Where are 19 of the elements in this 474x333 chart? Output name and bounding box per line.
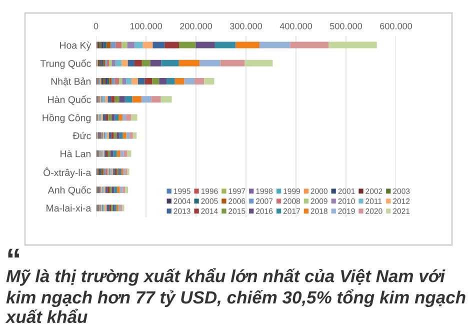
x-tick-label: 600.000 [380,22,412,30]
x-tick-label: 0 [94,22,98,30]
y-tick-label: Nhật Bản [51,78,91,86]
text: “ [8,248,20,258]
x-tick-label: 300.000 [230,22,262,30]
y-tick-label: Ma-lai-xi-a [46,204,92,212]
y-tick-label: Ô-xtrây-li-a [44,168,92,178]
y-tick-label: Đức [72,132,91,140]
y-tick-label: Anh Quốc [48,186,91,196]
y-tick-label: Hồng Công [42,114,91,124]
x-tick-label: 200.000 [180,22,212,30]
y-tick-label: Hoa Kỳ [60,41,92,51]
x-tick-label: 100.000 [130,22,162,30]
x-tick-label: 400.000 [280,22,312,30]
text: Mỹ là thị trường xuất khẩu lớn nhất của Việt Nam với kim ngạch hơn 77 tỷ USD, chiếm 30,5% tổng kim ngạch xuất khẩu [5,268,466,324]
y-tick-label: Trung Quốc [40,59,91,69]
y-tick-label: Hà Lan [60,150,91,158]
x-tick-label: 500.000 [330,22,362,30]
y-tick-label: Hàn Quốc [48,96,91,105]
